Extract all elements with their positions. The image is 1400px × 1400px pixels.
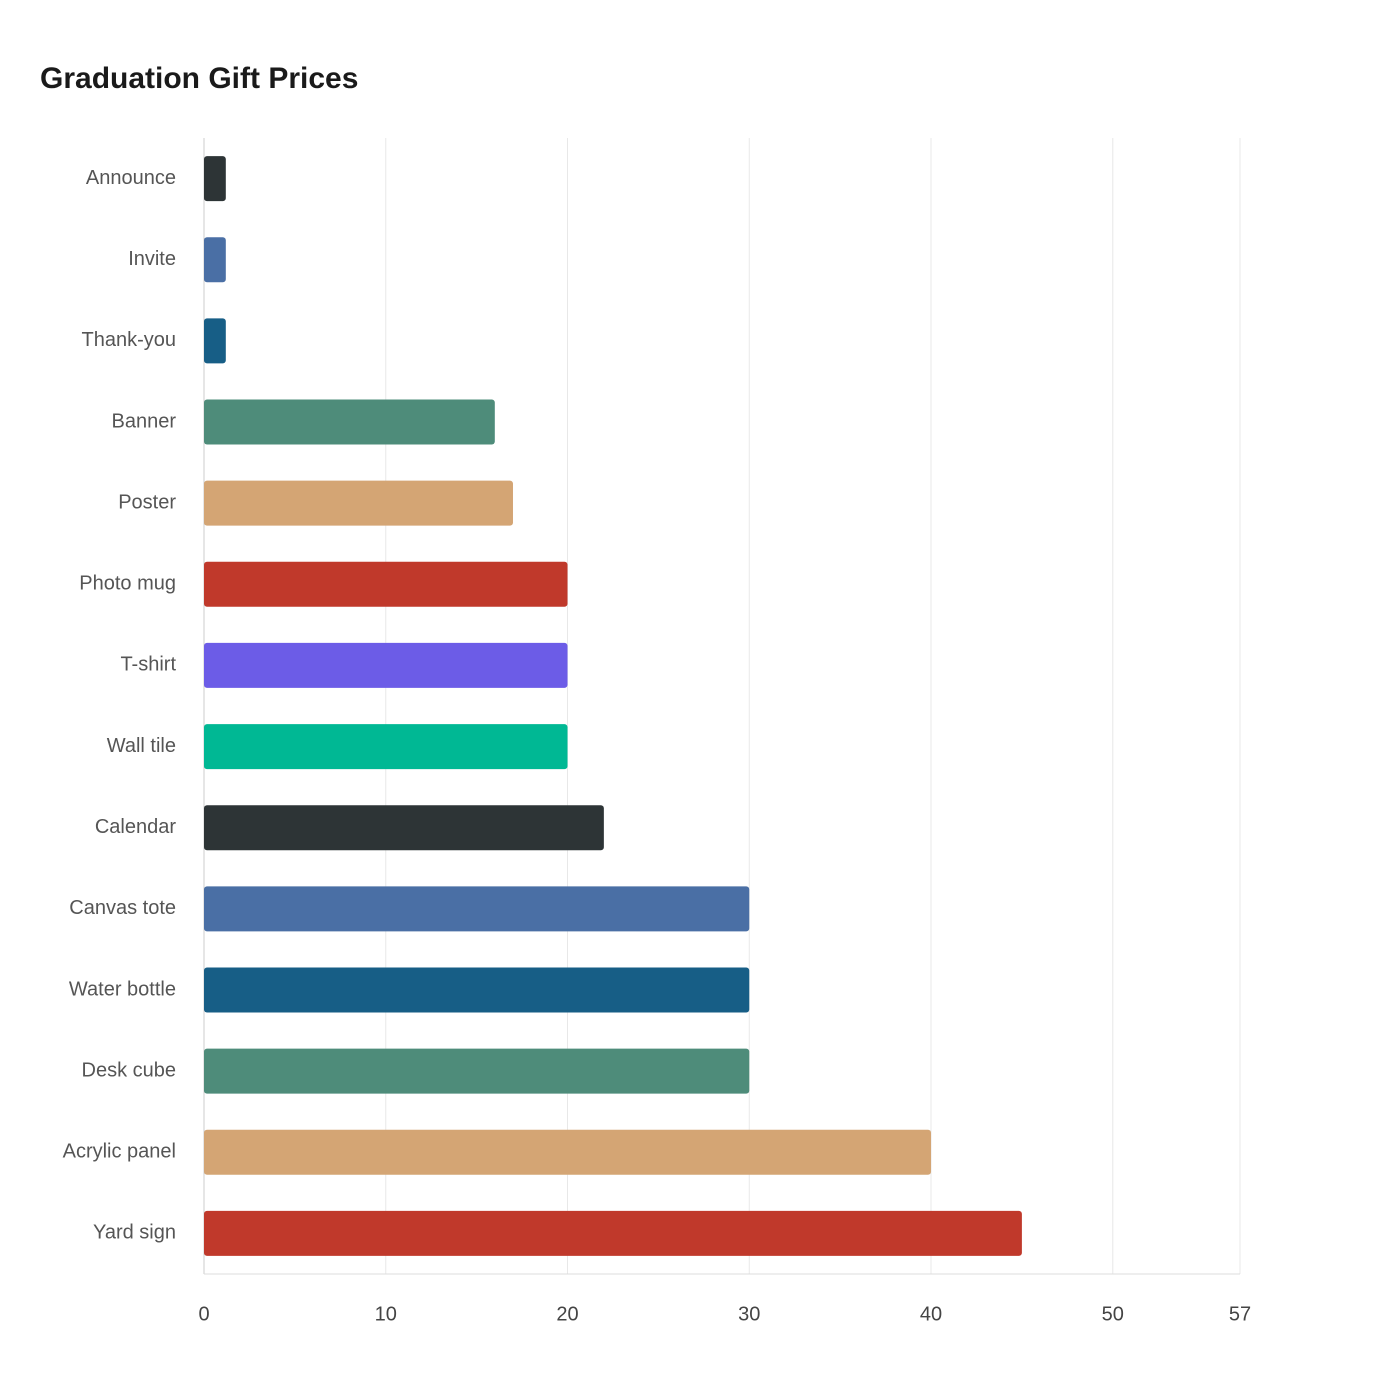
bar <box>204 1048 750 1094</box>
chart-title: Graduation Gift Prices <box>40 62 358 95</box>
bar <box>204 399 495 445</box>
x-tick-label: 57 <box>1229 1303 1251 1325</box>
x-tick-label: 30 <box>738 1303 760 1325</box>
y-tick-label: Desk cube <box>82 1059 177 1081</box>
y-tick-label: Poster <box>118 491 176 513</box>
y-tick-label: Calendar <box>95 816 177 838</box>
bar <box>204 1210 1022 1256</box>
y-tick-label: Banner <box>112 410 177 432</box>
x-tick-label: 10 <box>375 1303 397 1325</box>
bar <box>204 886 750 932</box>
x-tick-label: 50 <box>1102 1303 1124 1325</box>
bar <box>204 724 568 770</box>
y-tick-label: Photo mug <box>79 573 176 595</box>
bar <box>204 156 226 202</box>
bar <box>204 318 226 364</box>
bar <box>204 967 750 1013</box>
y-tick-label: T-shirt <box>120 654 176 676</box>
bar <box>204 642 568 688</box>
bar <box>204 805 604 851</box>
y-tick-label: Thank-you <box>82 329 177 351</box>
y-tick-label: Yard sign <box>93 1222 176 1244</box>
x-tick-label: 20 <box>556 1303 578 1325</box>
x-tick-label: 40 <box>920 1303 942 1325</box>
y-tick-label: Wall tile <box>107 735 176 757</box>
x-tick-label: 0 <box>198 1303 209 1325</box>
y-tick-label: Announce <box>86 167 176 189</box>
bar <box>204 237 226 283</box>
y-tick-label: Acrylic panel <box>63 1141 176 1163</box>
bar <box>204 1129 932 1175</box>
bar <box>204 480 513 526</box>
y-tick-label: Water bottle <box>69 978 176 1000</box>
y-tick-label: Canvas tote <box>69 897 176 919</box>
y-tick-label: Invite <box>128 248 176 270</box>
bar <box>204 561 568 607</box>
